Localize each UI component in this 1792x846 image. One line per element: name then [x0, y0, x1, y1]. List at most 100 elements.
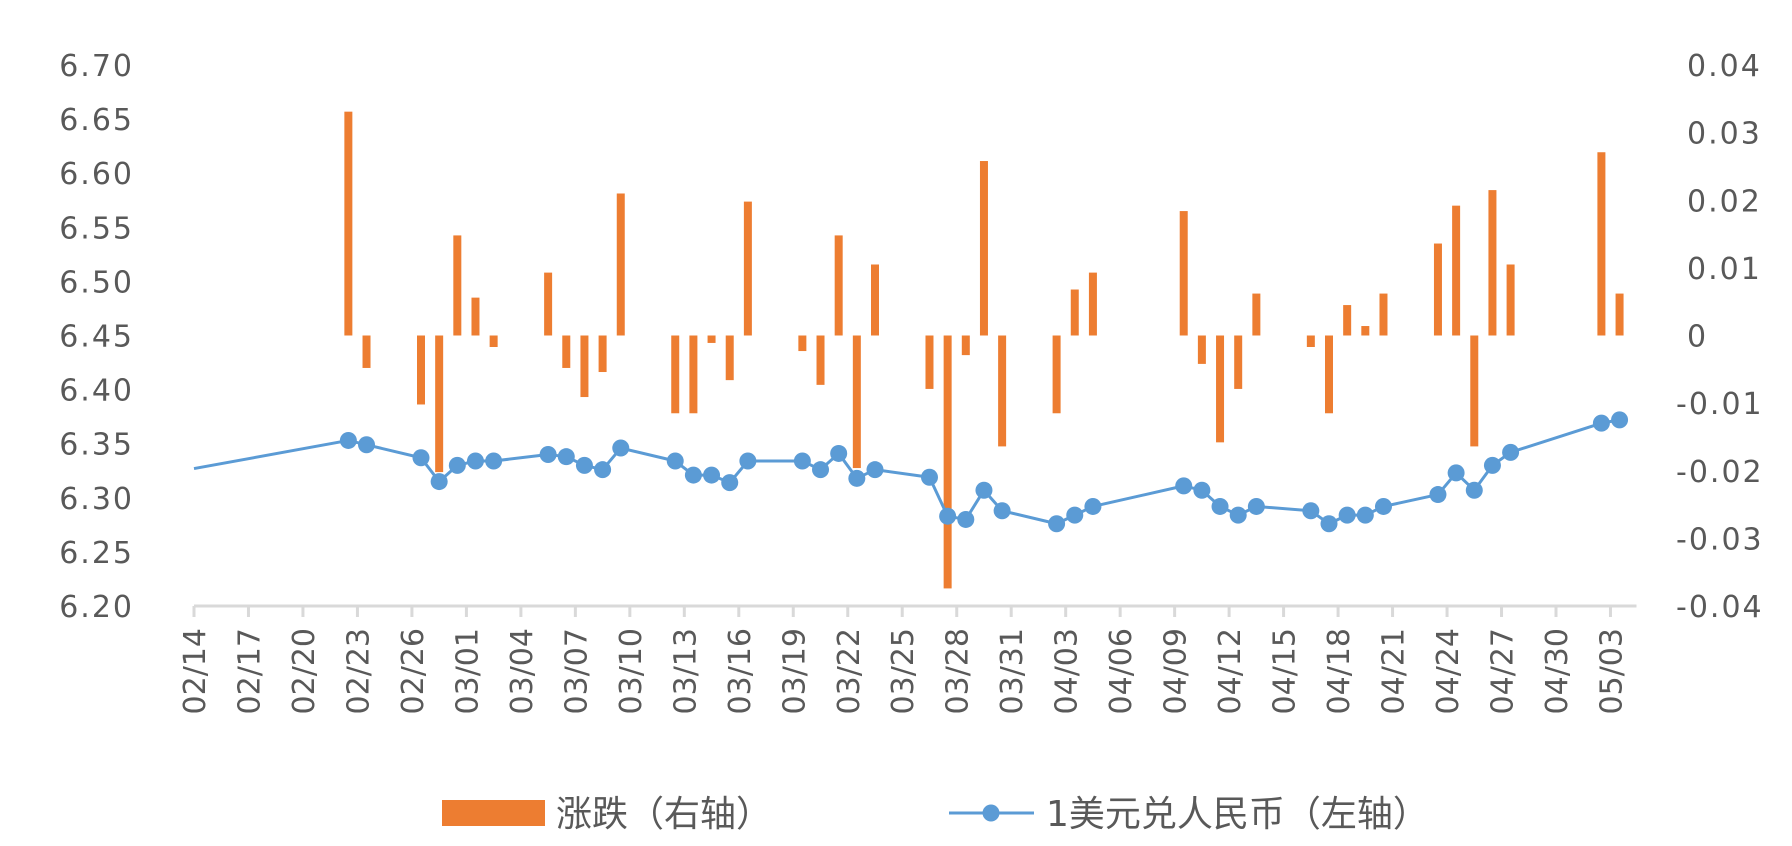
x-tick-label: 05/03	[1594, 628, 1629, 714]
left-axis-tick-label: 6.45	[59, 320, 134, 355]
x-tick-label: 04/15	[1268, 628, 1303, 714]
x-tick-label: 03/22	[832, 628, 867, 714]
line-marker	[793, 452, 811, 470]
line-marker	[575, 456, 593, 474]
line-marker	[1320, 515, 1338, 533]
bar	[1615, 293, 1624, 336]
bar	[1052, 335, 1061, 414]
left-axis-tick-label: 6.25	[59, 536, 134, 571]
line-marker	[703, 466, 721, 484]
legend-swatch-marker	[982, 804, 1000, 822]
right-axis-tick-label: 0	[1687, 320, 1708, 355]
bar	[1597, 152, 1606, 336]
line-marker	[412, 449, 430, 467]
bar	[707, 335, 716, 343]
bar	[671, 335, 680, 414]
line-marker	[466, 452, 484, 470]
x-tick-label: 03/07	[559, 628, 594, 714]
right-axis-tick-label: -0.04	[1676, 590, 1764, 625]
line-marker	[1592, 414, 1610, 432]
bar	[998, 335, 1007, 447]
x-tick-label: 03/19	[777, 628, 812, 714]
line-marker	[594, 461, 612, 479]
line-marker	[1084, 497, 1102, 515]
bar	[871, 264, 879, 336]
line-marker	[1611, 411, 1629, 429]
bar	[1216, 335, 1225, 443]
bar	[725, 335, 734, 381]
line-marker	[1247, 497, 1265, 515]
bar	[1070, 289, 1079, 336]
line-marker	[957, 510, 975, 528]
left-axis-tick-label: 6.70	[59, 49, 134, 84]
line-marker	[1229, 506, 1247, 524]
legend-label-line: 1美元兑人民币（左轴）	[1046, 794, 1429, 835]
x-tick-label: 03/13	[668, 628, 703, 714]
bar	[798, 335, 807, 352]
x-tick-label: 04/12	[1213, 628, 1248, 714]
line-marker	[830, 444, 848, 462]
bar	[743, 201, 752, 336]
right-axis-tick-label: 0.01	[1687, 252, 1762, 287]
line-marker	[1048, 515, 1066, 533]
bar	[344, 111, 353, 336]
x-tick-label: 02/17	[232, 628, 267, 714]
line-marker	[339, 431, 357, 449]
line-marker	[358, 436, 376, 454]
left-axis-tick-label: 6.40	[59, 374, 134, 409]
line-marker	[1374, 497, 1392, 515]
line-marker	[666, 452, 684, 470]
right-axis-tick-label: 0.03	[1687, 117, 1762, 152]
left-axis-tick-label: 6.20	[59, 590, 134, 625]
bar	[834, 235, 843, 336]
left-y-axis: 6.70 6.65 6.60 6.55 6.50 6.45 6.40 6.35 6.30 6.25…	[59, 49, 134, 625]
line-marker	[939, 507, 957, 525]
left-axis-tick-label: 6.30	[59, 482, 134, 517]
bar	[1252, 293, 1261, 336]
bar	[453, 235, 462, 336]
right-axis-tick-label: -0.02	[1676, 455, 1764, 490]
line-marker	[1502, 443, 1520, 461]
bar-series	[344, 111, 1624, 589]
bar	[1197, 335, 1206, 364]
left-axis-tick-label: 6.50	[59, 265, 134, 300]
x-tick-label: 03/28	[941, 628, 976, 714]
bar	[925, 335, 934, 389]
line-marker	[539, 446, 557, 464]
x-tick-label: 03/01	[450, 628, 485, 714]
bar	[1088, 272, 1097, 336]
x-tick-label: 03/16	[723, 628, 758, 714]
x-tick-label: 04/27	[1486, 628, 1521, 714]
line-marker	[1302, 502, 1320, 520]
line-marker	[557, 448, 575, 466]
line-marker	[1447, 464, 1465, 482]
line-marker	[1483, 456, 1501, 474]
bar	[1488, 190, 1497, 336]
x-tick-label: 04/09	[1159, 628, 1194, 714]
line-marker	[866, 461, 884, 479]
line-marker	[1175, 477, 1193, 495]
bar	[1234, 335, 1243, 389]
bar	[616, 193, 625, 336]
line-marker	[1338, 506, 1356, 524]
line-marker	[1356, 506, 1374, 524]
bar	[544, 272, 553, 336]
left-axis-tick-label: 6.55	[59, 211, 134, 246]
bar	[961, 335, 970, 356]
bar	[1325, 335, 1333, 414]
left-axis-tick-label: 6.60	[59, 157, 134, 192]
bar	[562, 335, 571, 368]
right-axis-tick-label: 0.04	[1687, 49, 1762, 84]
line-marker	[1211, 497, 1229, 515]
left-axis-tick-label: 6.35	[59, 428, 134, 463]
bar	[598, 335, 607, 373]
line-marker	[848, 469, 866, 487]
line-marker	[920, 468, 938, 486]
bar	[489, 335, 498, 347]
x-tick-label: 04/24	[1431, 628, 1466, 714]
x-tick-label: 03/25	[886, 628, 921, 714]
x-tick-label: 04/30	[1540, 628, 1575, 714]
bar	[852, 335, 861, 469]
